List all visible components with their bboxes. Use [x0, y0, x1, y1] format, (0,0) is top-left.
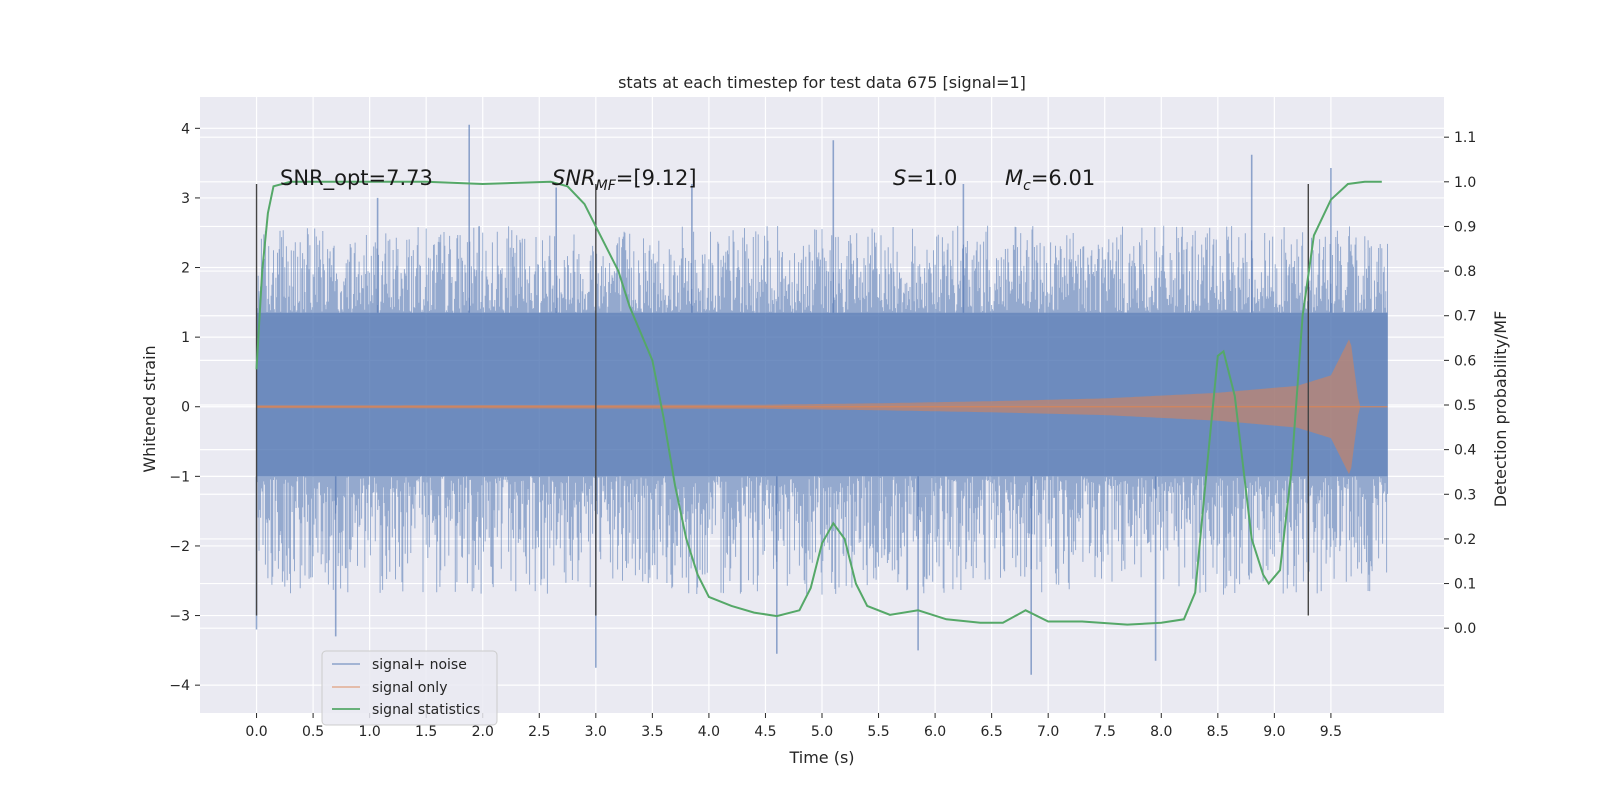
left-y-tick-label: −1 [169, 469, 190, 485]
stats-series [255, 180, 1382, 626]
x-tick-label: 6.5 [981, 724, 1003, 740]
x-tick-label: 1.0 [359, 724, 381, 740]
x-tick-label: 5.5 [867, 724, 889, 740]
x-tick-label: 1.5 [415, 724, 437, 740]
legend-noise-label: signal+ noise [372, 657, 467, 673]
annotation-mc-value: =6.01 [1031, 166, 1095, 190]
annotation-mc-main: M [1005, 166, 1023, 190]
left-y-tick-label: 4 [181, 121, 190, 137]
x-tick-label: 9.5 [1320, 724, 1342, 740]
legend: signal+ noise signal only signal statist… [321, 650, 498, 726]
annotation-snr-mf-sub: MF [596, 178, 617, 194]
signal-series [256, 339, 1388, 475]
x-axis-ticks: 0.0 0.5 1.0 1.5 2.0 2.5 3.0 3.5 4.0 4.5 5.0 5.5 6.0 6… [245, 713, 1342, 740]
x-tick-label: 4.0 [698, 724, 720, 740]
right-y-tick-label: 1.1 [1454, 130, 1476, 146]
x-tick-label: 5.0 [811, 724, 833, 740]
x-tick-label: 8.0 [1150, 724, 1172, 740]
annotation-snr-mf: SNRMF=[9.12] [552, 166, 697, 194]
left-y-tick-label: 2 [181, 261, 190, 277]
x-tick-label: 2.0 [472, 724, 494, 740]
left-y-tick-label: 1 [181, 330, 190, 346]
x-tick-label: 0.0 [245, 724, 267, 740]
x-axis-label: Time (s) [788, 748, 854, 767]
chart-title: stats at each timestep for test data 675… [618, 73, 1026, 92]
left-y-axis-ticks: 4 3 2 1 0 −1 −2 −3 −4 [169, 121, 200, 694]
x-tick-label: 8.5 [1207, 724, 1229, 740]
right-y-tick-label: 0.8 [1454, 264, 1476, 280]
x-tick-label: 2.5 [528, 724, 550, 740]
right-y-tick-label: 0.7 [1454, 309, 1476, 325]
x-tick-label: 9.0 [1263, 724, 1285, 740]
left-y-tick-label: −4 [169, 678, 190, 694]
vertical-markers [255, 184, 1309, 616]
annotation-snr-mf-value: =[9.12] [616, 166, 697, 190]
x-tick-label: 3.0 [585, 724, 607, 740]
right-y-tick-label: 1.0 [1454, 175, 1476, 191]
right-y-tick-label: 0.2 [1454, 532, 1476, 548]
left-y-axis-label: Whitened strain [140, 345, 159, 472]
x-tick-label: 0.5 [302, 724, 324, 740]
left-y-tick-label: 3 [181, 191, 190, 207]
annotation-s-value: =1.0 [906, 166, 957, 190]
right-y-tick-label: 0.9 [1454, 219, 1476, 235]
right-y-axis-label: Detection probability/MF [1491, 311, 1510, 508]
legend-stats-label: signal statistics [372, 702, 480, 718]
legend-frame [321, 650, 498, 726]
annotation-mc: Mc=6.01 [1005, 166, 1095, 194]
annotation-s-main: S [893, 166, 906, 190]
stats-line [255, 180, 1382, 626]
annotation-s: S=1.0 [893, 166, 957, 190]
x-tick-label: 7.0 [1037, 724, 1059, 740]
right-y-tick-label: 0.3 [1454, 487, 1476, 503]
right-y-tick-label: 0.1 [1454, 577, 1476, 593]
annotation-snr-opt: SNR_opt=7.73 [280, 166, 433, 191]
annotation-mc-sub: c [1023, 178, 1031, 194]
x-tick-label: 6.0 [924, 724, 946, 740]
x-tick-label: 3.5 [641, 724, 663, 740]
annotation-snr-mf-main: SNR [552, 166, 596, 190]
right-y-tick-label: 0.6 [1454, 353, 1476, 369]
x-tick-label: 7.5 [1094, 724, 1116, 740]
right-y-tick-label: 0.0 [1454, 621, 1476, 637]
left-y-tick-label: −3 [169, 609, 190, 625]
left-y-tick-label: 0 [181, 400, 190, 416]
left-y-tick-label: −2 [169, 539, 190, 555]
legend-signal-label: signal only [372, 680, 447, 696]
x-tick-label: 4.5 [754, 724, 776, 740]
right-y-tick-label: 0.5 [1454, 398, 1476, 414]
right-y-axis-ticks: 1.1 1.0 0.9 0.8 0.7 0.6 0.5 0.4 0.3 0.2 0.1 0.0 [1444, 130, 1476, 637]
right-y-tick-label: 0.4 [1454, 443, 1476, 459]
